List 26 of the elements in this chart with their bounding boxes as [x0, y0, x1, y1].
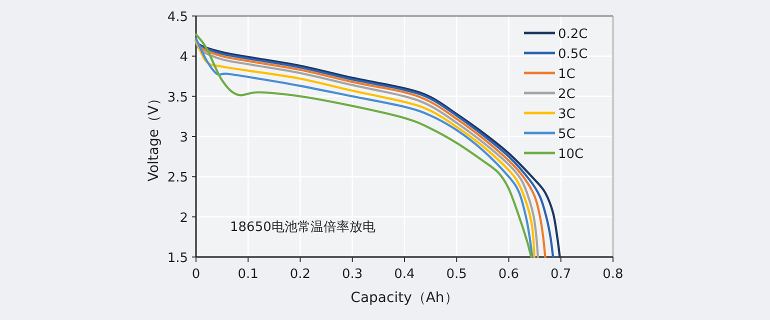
y-tick-label: 2 [180, 210, 188, 226]
legend-label: 2C [558, 87, 576, 102]
x-tick-label: 0.3 [342, 267, 363, 282]
x-tick-label: 0.1 [238, 267, 258, 282]
legend-label: 0.5C [558, 47, 588, 62]
legend-label: 5C [558, 127, 576, 142]
y-tick-label: 4 [180, 50, 188, 66]
x-tick-label: 0.4 [394, 267, 415, 282]
y-tick-label: 1.5 [167, 251, 188, 266]
legend-label: 3C [558, 107, 576, 122]
x-tick-label: 0.7 [550, 267, 572, 282]
x-tick-label: 0.2 [290, 267, 311, 282]
x-tick-label: 0 [192, 267, 200, 282]
x-tick-label: 0.5 [446, 267, 467, 282]
x-tick-label: 0.6 [498, 267, 520, 282]
y-axis-title: Voltage（V） [146, 91, 162, 182]
legend-label: 0.2C [558, 27, 588, 42]
legend-label: 1C [558, 67, 576, 82]
x-axis-title: Capacity（Ah） [350, 290, 458, 306]
y-tick-label: 3.5 [167, 90, 188, 106]
legend-label: 10C [558, 147, 584, 162]
x-tick-label: 0.8 [602, 267, 624, 282]
y-tick-label: 4.5 [167, 10, 188, 25]
y-tick-label: 2.5 [167, 170, 188, 186]
annotation: 18650电池常温倍率放电 [230, 219, 376, 235]
y-tick-label: 3 [180, 130, 188, 146]
